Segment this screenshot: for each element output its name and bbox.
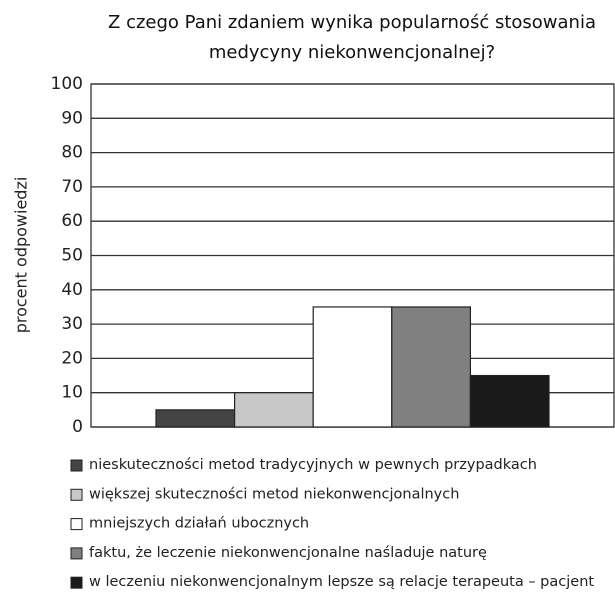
y-tick-label: 40: [61, 280, 83, 300]
bar: [155, 409, 236, 428]
y-tick-label: 100: [51, 74, 83, 94]
legend-swatch: [70, 518, 83, 531]
bar: [391, 306, 471, 428]
bar: [469, 374, 550, 428]
y-tick-label: 90: [61, 108, 83, 128]
legend-label: nieskuteczności metod tradycyjnych w pew…: [89, 457, 537, 473]
y-tick-label: 70: [61, 177, 83, 197]
legend-label: większej skuteczności metod niekonwencjo…: [89, 486, 459, 502]
y-tick-label: 80: [61, 143, 83, 163]
legend-swatch: [70, 547, 83, 560]
legend-swatch: [70, 576, 83, 589]
y-tick-label: 30: [61, 314, 83, 334]
legend-swatch: [70, 488, 83, 501]
legend-label: mniejszych działań ubocznych: [89, 516, 309, 532]
bar: [312, 306, 393, 428]
chart-title: Z czego Pani zdaniem wynika popularność …: [108, 12, 596, 63]
y-tick-label: 20: [61, 348, 83, 368]
y-tick-label: 60: [61, 211, 83, 231]
bar: [234, 392, 314, 428]
y-tick-label: 50: [61, 246, 83, 266]
legend-label: w leczeniu niekonwencjonalnym lepsze są …: [89, 574, 594, 590]
legend-swatch: [70, 459, 83, 472]
y-axis-label: procent odpowiedzi: [12, 177, 31, 334]
legend-label: faktu, że leczenie niekonwencjonalne naś…: [89, 545, 487, 561]
y-tick-label: 10: [61, 383, 83, 403]
y-tick-label: 0: [72, 417, 83, 437]
